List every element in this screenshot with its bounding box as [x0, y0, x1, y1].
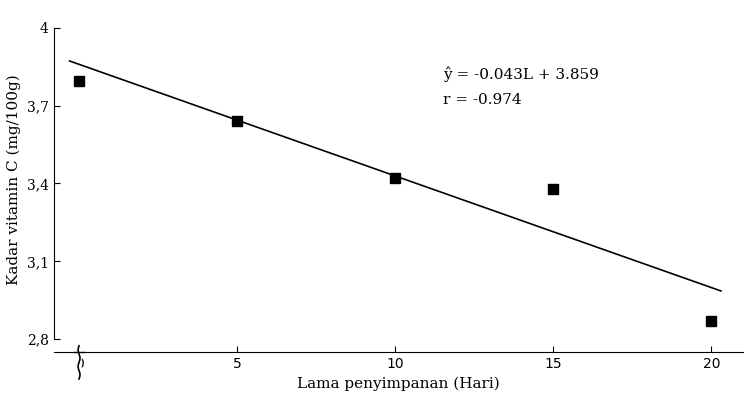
X-axis label: Lama penyimpanan (Hari): Lama penyimpanan (Hari) — [297, 377, 500, 391]
Text: r = -0.974: r = -0.974 — [442, 94, 521, 107]
Y-axis label: Kadar vitamin C (mg/100g): Kadar vitamin C (mg/100g) — [7, 74, 21, 285]
Text: ŷ = -0.043L + 3.859: ŷ = -0.043L + 3.859 — [442, 67, 598, 82]
